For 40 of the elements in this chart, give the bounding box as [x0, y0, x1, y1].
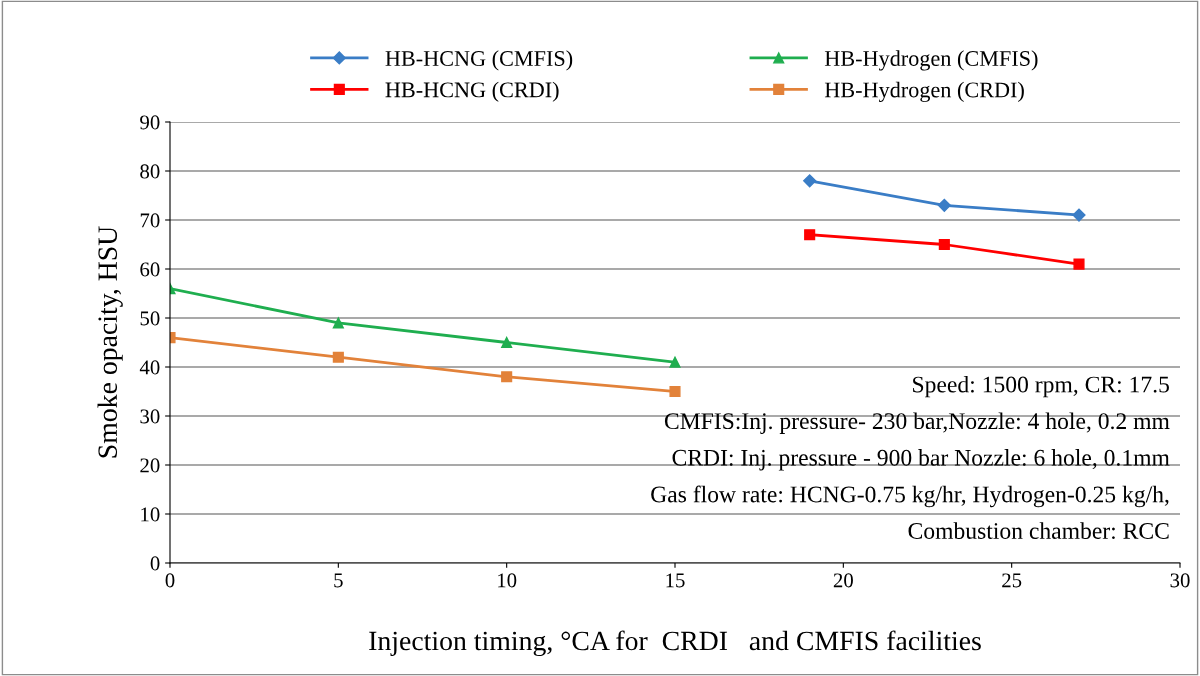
x-tick-label: 30: [1170, 573, 1190, 588]
legend-label: HB-HCNG (CMFIS): [385, 50, 573, 71]
annotation: Speed: 1500 rpm, CR: 17.5: [913, 375, 1169, 398]
x-tick-label: 5: [334, 573, 343, 588]
point: [803, 174, 817, 188]
point: [1072, 208, 1086, 222]
y-tick-label: 50: [140, 311, 160, 326]
point: [804, 229, 816, 241]
legend-label: HB-Hydrogen (CRDI): [824, 81, 1024, 102]
annotation: CMFIS:Inj. pressure- 230 bar,Nozzle: 4 hole, 0.2 mm: [664, 412, 1170, 434]
x-axis-title: Injection timing, °CA for CRDI and CMFIS facilities: [369, 630, 981, 657]
y-tick-label: 70: [140, 213, 160, 228]
point: [1073, 258, 1085, 270]
point: [937, 198, 951, 212]
y-tick-label: 10: [141, 507, 160, 522]
annotation: Combustion chamber: RCC: [908, 522, 1169, 540]
x-tick-label: 10: [498, 573, 517, 588]
y-tick-label: 20: [140, 458, 160, 473]
x-tick-label: 15: [666, 573, 685, 588]
legend-label: HB-HCNG (CRDI): [385, 81, 559, 102]
point: [669, 356, 681, 368]
point: [332, 351, 344, 363]
point: [501, 336, 513, 349]
point: [669, 385, 681, 398]
y-tick-label: 60: [140, 262, 160, 277]
point: [938, 238, 950, 251]
x-tick-label: 25: [1002, 573, 1022, 588]
point: [332, 317, 344, 329]
y-axis-title: Smoke opacity, HSU: [97, 226, 123, 458]
x-tick-label: 20: [833, 573, 853, 588]
x-tick-label: 0: [165, 573, 175, 588]
legend-label: HB-Hydrogen (CMFIS): [824, 50, 1038, 71]
point: [501, 371, 513, 383]
y-tick-label: 40: [139, 360, 160, 375]
y-tick-label: 0: [150, 556, 160, 571]
y-tick-label: 90: [140, 115, 160, 130]
annotation: CRDI: Inj. pressure - 900 bar Nozzle: 6 hole, 0.1mm: [672, 449, 1170, 471]
y-tick-label: 80: [140, 164, 160, 179]
y-tick-label: 30: [140, 409, 160, 424]
annotation: Gas flow rate: HCNG-0.75 kg/hr, Hydrogen-0.25 kg/h,: [651, 485, 1169, 508]
